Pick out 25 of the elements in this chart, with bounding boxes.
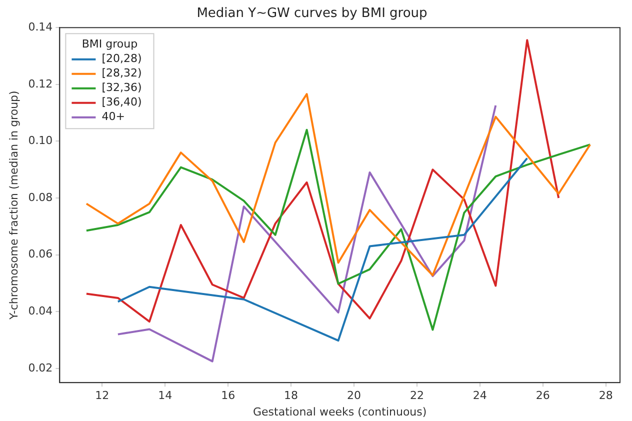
x-tick-label: 24 [472, 389, 487, 402]
legend-label: [36,40) [102, 96, 142, 109]
legend-label: [32,36) [102, 81, 142, 94]
y-tick-label: 0.10 [28, 134, 53, 148]
x-tick-label: 26 [536, 389, 550, 402]
x-tick-label: 18 [284, 389, 298, 402]
legend-label: 40+ [102, 110, 125, 124]
x-tick-label: 22 [410, 389, 424, 402]
legend-label: [28,32) [102, 66, 142, 80]
y-tick-label: 0.04 [28, 304, 53, 318]
y-tick-label: 0.02 [28, 361, 53, 374]
y-tick-label: 0.06 [28, 248, 53, 261]
x-tick-label: 12 [95, 389, 110, 402]
y-tick-label: 0.12 [28, 77, 53, 90]
x-tick-label: 14 [158, 389, 172, 402]
x-tick-label: 16 [221, 389, 236, 402]
y-tick-label: 0.14 [28, 20, 53, 34]
y-tick-label: 0.08 [28, 190, 53, 204]
x-axis-title: Gestational weeks (continuous) [253, 405, 427, 418]
x-tick-label: 28 [598, 389, 613, 402]
y-axis-title: Y-chromosome fraction (median in group) [7, 90, 20, 321]
chart-title: Median Y~GW curves by BMI group [196, 6, 428, 22]
legend-label: [20,28) [102, 52, 142, 66]
legend-title: BMI group [82, 38, 138, 51]
x-tick-label: 20 [347, 389, 362, 402]
